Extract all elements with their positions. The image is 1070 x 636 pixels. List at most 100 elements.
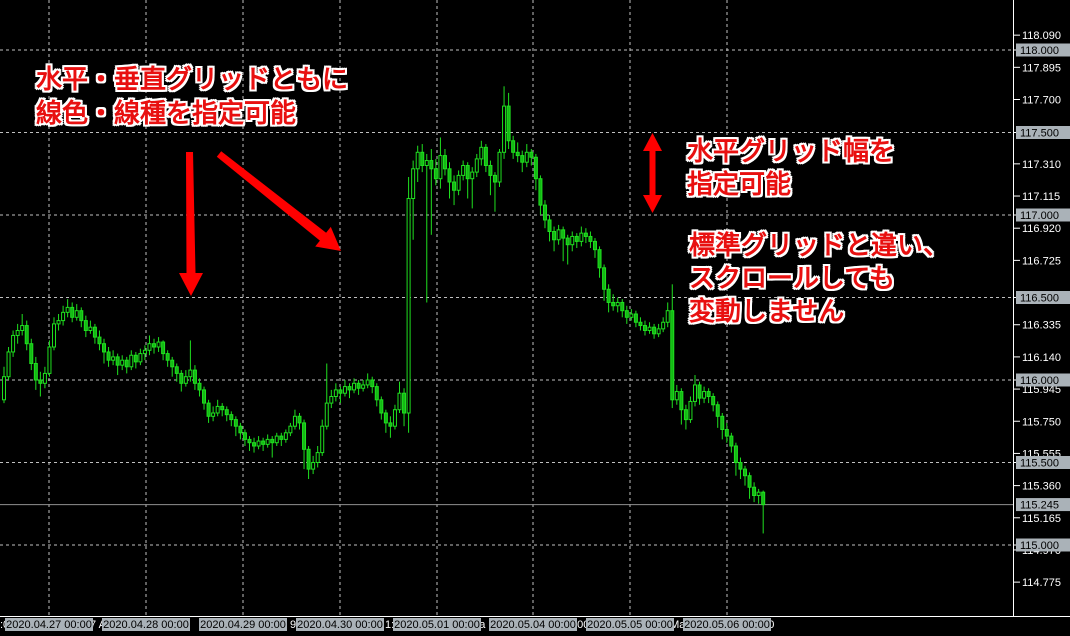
- time-grid-label-box: [393, 618, 481, 631]
- candle-body: [333, 389, 338, 397]
- candle-body: [147, 343, 152, 351]
- price-label: 115.165: [1022, 513, 1061, 525]
- time-grid-label-box: [586, 618, 674, 631]
- candle-body: [520, 155, 525, 163]
- candle-body: [497, 151, 502, 183]
- candle-body: [311, 462, 316, 470]
- price-label: 116.725: [1022, 255, 1061, 267]
- price-label: 116.920: [1022, 223, 1061, 235]
- candle-body: [197, 382, 202, 391]
- candle-body: [415, 151, 420, 170]
- candle-body: [161, 341, 166, 355]
- candle-body: [706, 391, 711, 397]
- candle-body: [515, 151, 520, 157]
- candle-body: [274, 435, 279, 444]
- candle-body: [79, 310, 84, 322]
- candle-body: [429, 160, 434, 170]
- candle-body: [502, 105, 507, 153]
- price-grid-label: 118.000: [1020, 45, 1059, 57]
- candle-body: [624, 310, 629, 318]
- candle-body: [129, 354, 134, 368]
- candle-body: [38, 379, 43, 384]
- candle-body: [261, 440, 266, 445]
- candle-body: [561, 229, 566, 239]
- time-grid-label: 2020.05.04 00:00: [490, 619, 576, 631]
- candle-body: [506, 105, 511, 142]
- candle-body: [552, 231, 557, 241]
- candle-body: [42, 372, 47, 384]
- candle-body: [315, 452, 320, 464]
- price-grid-label-box: [1016, 43, 1070, 57]
- candle-body: [111, 356, 116, 361]
- candle-body: [242, 432, 247, 440]
- annotation-grid-width: 水平グリッド幅を 指定可能: [687, 135, 895, 201]
- candle-body: [352, 382, 357, 391]
- price-label: 117.895: [1022, 62, 1061, 74]
- candle-body: [97, 336, 102, 345]
- candle-body: [511, 140, 516, 153]
- candle-body: [356, 382, 361, 389]
- candle-body: [215, 405, 220, 414]
- time-grid-label: 2020.04.27 00:00: [6, 619, 92, 631]
- price-label: 117.115: [1022, 191, 1060, 203]
- current-price-box: [1016, 498, 1070, 512]
- candle-body: [629, 313, 634, 318]
- candle-body: [70, 306, 75, 318]
- candle-body: [697, 384, 702, 399]
- candle-body: [233, 419, 238, 427]
- candle-body: [338, 389, 343, 394]
- candle-body: [592, 240, 597, 251]
- candle-body: [179, 372, 184, 384]
- price-grid-label: 115.000: [1020, 540, 1059, 552]
- candle-body: [692, 384, 697, 402]
- candle-body: [206, 402, 211, 417]
- candle-body: [324, 402, 329, 427]
- candle-body: [465, 165, 470, 180]
- candle-body: [620, 301, 625, 312]
- candle-body: [602, 267, 607, 290]
- price-grid-label-box: [1016, 126, 1070, 139]
- candle-body: [24, 325, 29, 345]
- candle-body: [247, 438, 252, 444]
- candle-body: [288, 425, 293, 434]
- time-grid-label: 2020.04.29 00:00: [200, 619, 286, 631]
- candle-body: [470, 171, 475, 180]
- price-label: 114.775: [1022, 577, 1061, 589]
- candle-body: [483, 146, 488, 167]
- candle-body: [56, 320, 61, 325]
- candle-body: [488, 165, 493, 176]
- candle-body: [6, 351, 11, 378]
- candle-body: [574, 235, 579, 242]
- candle-body: [420, 151, 425, 167]
- candle-body: [152, 343, 157, 348]
- candle-body: [15, 330, 20, 336]
- candle-body: [402, 392, 407, 414]
- candle-body: [524, 151, 529, 163]
- candle-body: [606, 288, 611, 303]
- time-grid-label-box: [5, 618, 93, 631]
- candle-body: [370, 379, 375, 388]
- candle-body: [65, 306, 70, 313]
- price-grid-label-box: [1016, 208, 1070, 222]
- candle-body: [20, 325, 25, 331]
- candle-body: [83, 320, 88, 332]
- price-grid-label: 115.500: [1020, 458, 1059, 470]
- candle-body: [711, 396, 716, 406]
- candle-body: [61, 311, 66, 322]
- price-label: 115.360: [1022, 481, 1061, 493]
- candle-body: [679, 391, 684, 411]
- candle-body: [556, 229, 561, 241]
- candle-body: [142, 349, 147, 355]
- candle-body: [538, 178, 543, 206]
- annotation-line: 水平・垂直グリッドともに: [36, 64, 349, 94]
- candle-body: [120, 359, 125, 366]
- candle-body: [461, 165, 466, 176]
- candle-body: [302, 422, 307, 450]
- candle-body: [752, 486, 757, 496]
- candle-body: [133, 354, 138, 363]
- candle-body: [283, 432, 288, 440]
- current-price-label: 115.245: [1020, 500, 1059, 512]
